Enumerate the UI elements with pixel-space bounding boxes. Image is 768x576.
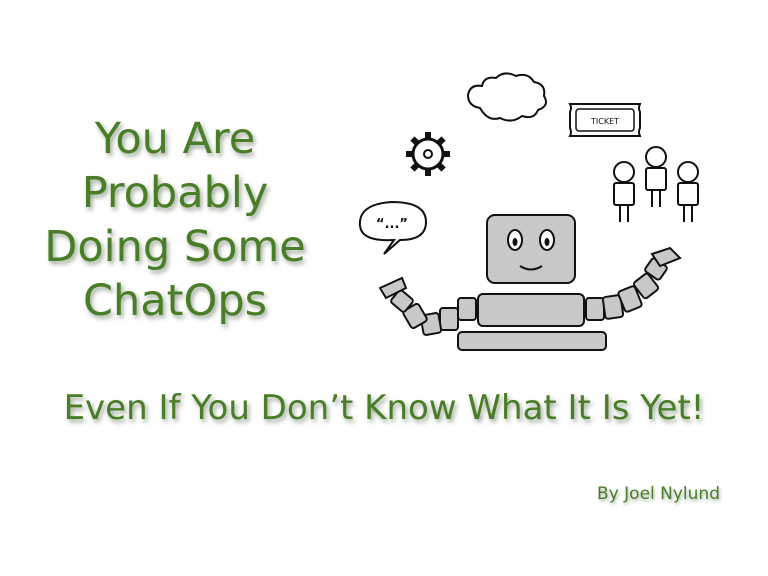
speech-bubble-icon: “...” [358, 200, 428, 255]
ticket-label: TICKET [590, 117, 619, 126]
title-line: ChatOps [82, 276, 268, 326]
robot-icon [378, 214, 682, 351]
slide-title: You Are Probably Doing Some ChatOps [20, 112, 330, 328]
title-line: You Are [94, 114, 256, 164]
cloud-icon [466, 72, 547, 122]
title-line: Probably [81, 168, 269, 218]
slide-subtitle: Even If You Don’t Know What It Is Yet! [63, 388, 705, 428]
people-icon [613, 146, 699, 222]
speech-bubble-text: “...” [376, 217, 408, 232]
ticket-icon: TICKET [568, 103, 642, 137]
gear-icon [406, 132, 450, 176]
chatops-illustration: TICKET “...” [340, 60, 740, 360]
title-line: Doing Some [44, 222, 306, 272]
author-credit: By Joel Nylund [597, 484, 720, 504]
